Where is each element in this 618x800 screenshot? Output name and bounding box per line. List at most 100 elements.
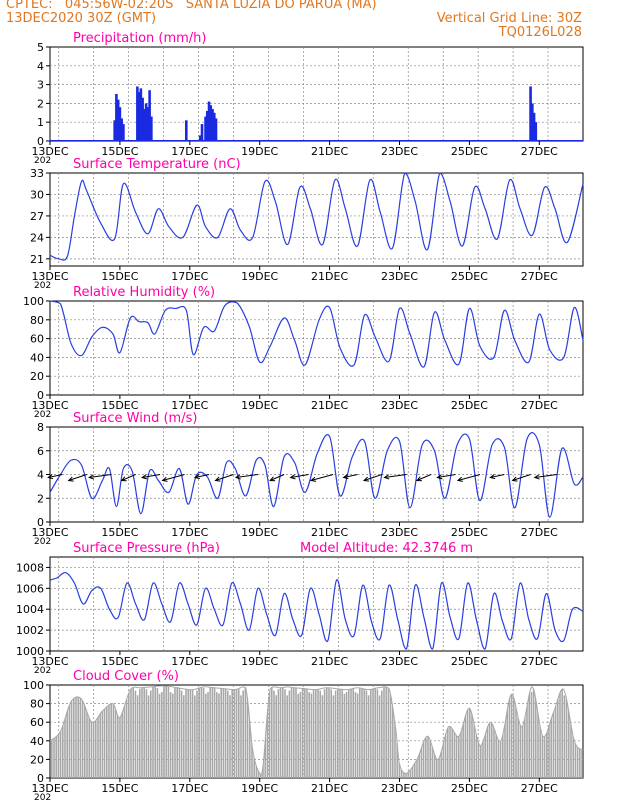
precip-bar <box>531 103 534 141</box>
cloud-bar <box>499 685 502 778</box>
cloud-bar <box>431 685 434 778</box>
cloud-bar <box>365 690 368 778</box>
y-tick-label: 20 <box>30 370 44 383</box>
cloud-bar <box>317 686 319 778</box>
wind-arrow-head <box>47 474 54 480</box>
cloud-bar <box>205 693 207 778</box>
y-tick-label: 1008 <box>16 561 44 574</box>
cloud-bar <box>374 685 376 778</box>
cloud-bar <box>194 695 196 778</box>
precip-bar <box>207 101 211 141</box>
cloud-bar <box>407 685 409 778</box>
precip-bar <box>122 124 125 141</box>
precip-bar <box>146 107 150 141</box>
cloud-bar <box>176 685 178 778</box>
cloud-bar <box>154 685 156 778</box>
cloud-bar <box>244 686 247 778</box>
precip-bar <box>534 122 538 141</box>
cloud-bar <box>90 695 93 778</box>
wind-arrow-head <box>193 474 201 480</box>
cloud-bar <box>240 695 242 778</box>
cloud-bar <box>183 695 185 778</box>
panel-1: Surface Temperature (nC) 21 24 27 30 33 13DEC 1… <box>30 157 584 291</box>
precip-bar <box>200 124 204 141</box>
cloud-bar <box>464 685 467 778</box>
y-tick-label: 40 <box>30 351 44 364</box>
cloud-bar <box>158 693 161 778</box>
cloud-bar <box>108 685 110 778</box>
cloud-bar <box>383 686 385 778</box>
y-tick-label: 4 <box>37 60 44 73</box>
cloud-bar <box>249 688 251 778</box>
cloud-bar <box>134 690 137 778</box>
x-tick-label: 27DEC <box>521 270 558 283</box>
y-tick-label: 100 <box>23 295 44 308</box>
wind-arrow-head <box>269 476 276 482</box>
cloud-bar <box>486 686 489 778</box>
cloud-bar <box>163 686 165 778</box>
wind-arrow <box>384 474 407 478</box>
y-tick-label: 0 <box>37 389 44 402</box>
y-tick-label: 0 <box>37 772 44 785</box>
x-tick-label: 27DEC <box>521 526 558 539</box>
cloud-bar <box>473 690 475 778</box>
cloud-bar <box>231 689 233 778</box>
cloud-bar <box>493 692 495 778</box>
cloud-bar <box>394 686 396 778</box>
cloud-bar <box>367 695 370 778</box>
cloud-bar <box>403 693 405 778</box>
panel-frame <box>49 300 584 396</box>
wind-arrow-head <box>342 474 349 480</box>
cloud-bar <box>392 691 394 778</box>
cloud-bar <box>416 689 418 778</box>
series-line <box>49 300 584 368</box>
x-tick-label: 23DEC <box>381 145 418 158</box>
cloud-bar <box>528 693 530 778</box>
cloud-bar <box>172 693 174 778</box>
cloud-bar <box>136 695 139 778</box>
precip-bar <box>115 94 118 141</box>
y-tick-label: 0 <box>37 516 44 529</box>
cloud-bar <box>348 686 350 778</box>
cloud-bar <box>101 695 104 778</box>
y-tick-label: 0 <box>37 135 44 148</box>
precip-bar <box>113 120 116 141</box>
cloud-bar <box>310 693 313 778</box>
cloud-bar <box>209 686 211 778</box>
cloud-bar <box>471 695 473 778</box>
cloud-bar <box>550 690 552 778</box>
cloud-bar <box>315 685 317 778</box>
y-tick-label: 8 <box>37 421 44 434</box>
cloud-bar <box>73 685 75 778</box>
cloud-bar <box>506 695 508 778</box>
cloud-bar <box>515 689 517 778</box>
cloud-bar <box>341 688 343 778</box>
cloud-bar <box>222 685 225 778</box>
y-tick-label: 20 <box>30 753 44 766</box>
x-tick-label: 17DEC <box>171 145 208 158</box>
wind-arrow-head <box>362 476 370 482</box>
cloud-bar <box>352 686 354 778</box>
y-tick-label: 40 <box>30 735 44 748</box>
cloud-bar <box>510 685 513 778</box>
wind-arrow <box>215 474 234 481</box>
y-tick-label: 4 <box>37 469 44 482</box>
cloud-bar <box>88 690 90 778</box>
year-label: 202 <box>34 410 51 420</box>
cloud-bar <box>517 695 519 778</box>
x-tick-label: 21DEC <box>311 526 348 539</box>
cloud-bar <box>282 685 284 778</box>
x-tick-label: 15DEC <box>101 526 138 539</box>
x-tick-label: 15DEC <box>101 145 138 158</box>
wind-arrow <box>68 474 87 481</box>
cloud-bar <box>229 695 231 778</box>
cloud-bar <box>312 687 315 778</box>
cloud-bar <box>185 689 187 778</box>
year-label: 202 <box>34 666 51 676</box>
y-tick-label: 80 <box>30 314 44 327</box>
panel-0: Precipitation (mm/h) 0 1 2 3 4 5 13DEC 15DEC 17DE… <box>31 31 584 166</box>
cloud-bar <box>218 693 220 778</box>
cloud-bar <box>449 693 451 778</box>
y-tick-label: 1 <box>37 116 44 129</box>
year-label: 202 <box>34 793 51 800</box>
